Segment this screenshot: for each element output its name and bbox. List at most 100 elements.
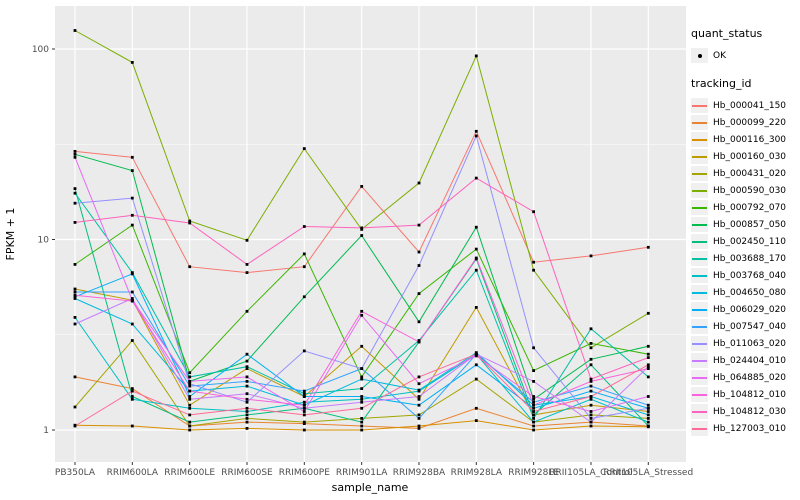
legend-item: Hb_104812_010	[691, 386, 799, 403]
data-point-marker	[360, 228, 364, 231]
data-point-marker	[417, 417, 421, 420]
data-point-marker	[130, 169, 134, 172]
legend-item-label: Hb_011063_020	[713, 338, 787, 349]
series-color-swatch	[691, 421, 708, 436]
data-point-marker	[360, 406, 364, 410]
data-point-marker	[302, 349, 306, 353]
data-point-marker	[245, 375, 249, 379]
data-point-marker	[417, 320, 421, 324]
data-point-marker	[302, 422, 306, 425]
data-point-marker	[73, 221, 77, 224]
data-point-marker	[302, 392, 306, 396]
x-tick-label: PB350LA	[55, 468, 96, 478]
data-point-marker	[646, 356, 650, 359]
legend-item: Hb_003768_040	[691, 267, 799, 284]
data-point-marker	[532, 380, 535, 383]
data-point-marker	[360, 375, 364, 379]
x-tick-label: RRIM928LE	[508, 468, 559, 478]
data-point-marker	[646, 413, 650, 417]
data-point-marker	[532, 346, 535, 350]
series-color-swatch	[691, 268, 708, 283]
data-point-marker	[360, 387, 364, 390]
data-point-marker	[245, 367, 249, 370]
data-point-marker	[188, 403, 192, 407]
data-point-marker	[417, 395, 421, 398]
legend-item-label: Hb_000792_070	[713, 202, 787, 213]
data-point-marker	[360, 397, 364, 401]
legend-item-label: Hb_003688_170	[713, 253, 787, 264]
legend-item-label: Hb_007547_040	[713, 321, 787, 332]
data-point-marker	[130, 424, 134, 428]
data-point-marker	[188, 424, 192, 428]
data-point-marker	[188, 406, 192, 410]
data-point-marker	[532, 424, 535, 428]
legend-item-label: Hb_000116_300	[713, 134, 787, 145]
legend-item-label: Hb_024404_010	[713, 355, 787, 366]
data-point-marker	[245, 352, 249, 356]
data-point-marker	[73, 152, 77, 156]
data-point-marker	[474, 377, 478, 381]
data-point-marker	[417, 388, 421, 392]
series-color-swatch	[691, 200, 708, 215]
data-point-marker	[130, 290, 134, 294]
legend-quant-status: quant_status OK	[691, 27, 799, 64]
data-point-marker	[589, 254, 593, 258]
data-point-marker	[360, 424, 364, 428]
x-tick-label: RRII105LA_Stressed	[603, 468, 693, 478]
data-point-marker	[245, 427, 249, 430]
data-point-marker	[589, 357, 593, 361]
legend-item-label: Hb_002450_110	[713, 236, 787, 247]
legend-item: Hb_000590_030	[691, 182, 799, 199]
data-point-marker	[130, 272, 134, 276]
legend-item: Hb_011063_020	[691, 335, 799, 352]
legend-item: Hb_024404_010	[691, 352, 799, 369]
series-color-swatch	[691, 183, 708, 198]
data-point-marker	[245, 400, 249, 404]
legend-item-label: Hb_064885_020	[713, 372, 787, 383]
data-point-marker	[589, 413, 593, 417]
data-point-marker	[73, 405, 77, 409]
data-point-marker	[417, 250, 421, 254]
data-point-marker	[73, 316, 77, 319]
x-tick-label: RRIM928BA	[393, 468, 446, 478]
data-point-marker	[188, 371, 192, 375]
legend-item-label: Hb_104812_030	[713, 406, 787, 417]
data-point-marker	[646, 417, 650, 420]
legend-item-label: Hb_000431_020	[713, 168, 787, 179]
data-point-marker	[245, 417, 249, 420]
data-point-marker	[417, 382, 421, 386]
x-tick-label: RRII105LA_Control	[549, 468, 632, 478]
data-point-marker	[646, 245, 650, 249]
legend-item-label: Hb_000160_030	[713, 151, 787, 162]
data-point-marker	[73, 187, 77, 190]
legend-item: Hb_000431_020	[691, 165, 799, 182]
data-point-marker	[589, 384, 593, 388]
data-point-marker	[130, 339, 134, 342]
data-point-marker	[417, 264, 421, 267]
data-point-marker	[73, 201, 77, 205]
data-point-marker	[302, 410, 306, 413]
data-point-marker	[474, 54, 478, 58]
data-point-marker	[646, 367, 650, 370]
x-tick-label: RRIM928LA	[451, 468, 503, 478]
data-point-marker	[360, 185, 364, 188]
series-color-swatch	[691, 319, 708, 334]
data-point-marker	[302, 295, 306, 299]
legend-item: Hb_000160_030	[691, 148, 799, 165]
data-point-marker	[130, 61, 134, 64]
legend-item: Hb_003688_170	[691, 250, 799, 267]
data-point-marker	[245, 309, 249, 313]
data-point-marker	[589, 420, 593, 424]
data-point-marker	[73, 293, 77, 297]
legend-item: Hb_000857_050	[691, 216, 799, 233]
data-point-marker	[474, 129, 478, 133]
data-point-marker	[188, 413, 192, 417]
data-point-marker	[130, 297, 134, 300]
legend: quant_status OK tracking_id Hb_000041_15…	[691, 27, 799, 450]
data-point-marker	[302, 265, 306, 269]
data-point-marker	[245, 410, 249, 413]
data-point-marker	[73, 150, 77, 153]
data-point-marker	[532, 417, 535, 420]
data-point-marker	[360, 367, 364, 370]
series-color-swatch	[691, 353, 708, 368]
